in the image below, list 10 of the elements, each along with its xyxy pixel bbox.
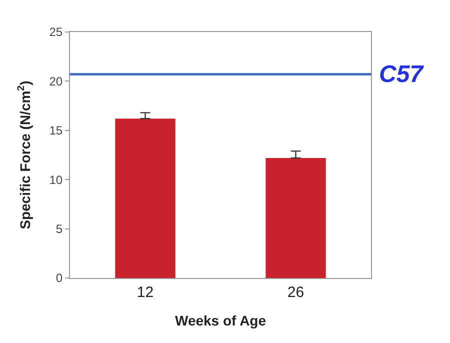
ref-line-label: C57: [379, 61, 425, 88]
x-tick-label: 12: [136, 284, 154, 301]
x-tick-label: 26: [287, 284, 304, 301]
y-tick-label: 10: [49, 172, 63, 187]
x-axis-title: Weeks of Age: [174, 312, 266, 328]
y-tick-label: 25: [49, 25, 63, 40]
y-tick-label: 15: [49, 124, 63, 138]
y-tick-label: 0: [56, 271, 63, 286]
y-tick-label: 5: [56, 222, 63, 236]
y-tick-label: 20: [49, 74, 63, 88]
